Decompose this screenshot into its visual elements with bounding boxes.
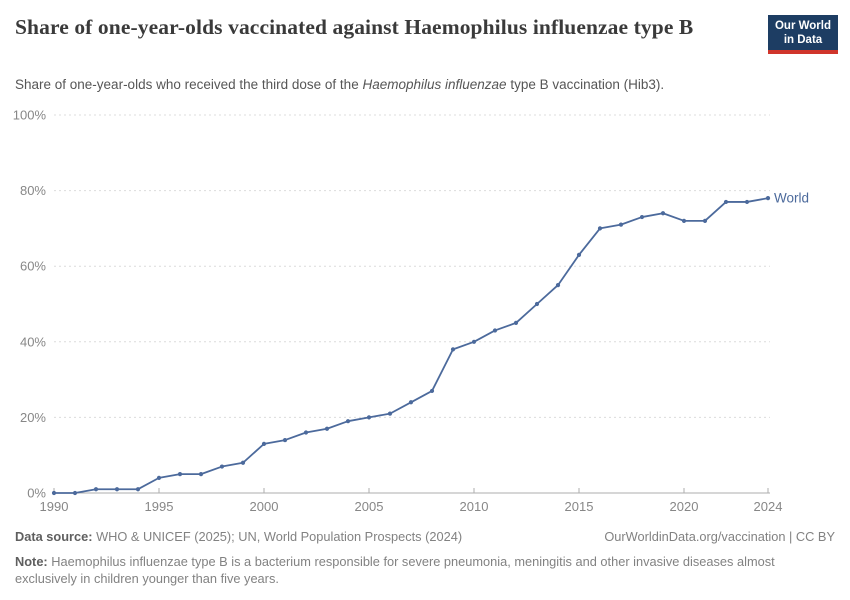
data-point (492, 328, 498, 333)
data-point (702, 218, 708, 223)
data-point (240, 460, 246, 465)
data-source-text: WHO & UNICEF (2025); UN, World Populatio… (92, 529, 463, 544)
data-point (345, 419, 351, 424)
data-point (114, 487, 120, 492)
data-point (93, 487, 99, 492)
x-tick-label: 2010 (460, 499, 489, 514)
x-tick-label: 1995 (145, 499, 174, 514)
subtitle-text-end: type B vaccination (Hib3). (506, 77, 665, 92)
owid-logo-stripe (768, 50, 838, 54)
data-point (681, 218, 687, 223)
data-point (429, 388, 435, 394)
source-row: Data source: WHO & UNICEF (2025); UN, Wo… (15, 529, 835, 544)
data-point (744, 199, 750, 205)
owid-logo-line2: in Data (783, 34, 823, 46)
world-series-line (53, 197, 769, 494)
note-row: Note: Haemophilus influenzae type B is a… (15, 553, 810, 587)
x-tick-label: 2015 (565, 499, 594, 514)
series-label-world: World (774, 191, 809, 206)
subtitle-text: Share of one-year-olds who received the … (15, 77, 363, 92)
y-tick-label: 0% (27, 486, 46, 501)
owid-logo[interactable]: Our World in Data (768, 15, 838, 54)
data-point (471, 339, 477, 344)
y-tick-label: 20% (20, 410, 46, 425)
y-tick-label: 60% (20, 259, 46, 274)
data-point (660, 211, 666, 216)
subtitle-latin-name: Haemophilus influenzae (362, 77, 507, 92)
data-point (408, 400, 414, 405)
line-chart: 0% 20% 40% 60% 80% 100% 1990 1995 2000 2005 2010 20… (13, 108, 809, 515)
x-tick-label: 2020 (670, 499, 699, 514)
data-point (156, 475, 162, 480)
data-point (261, 441, 267, 446)
x-tick-label: 2005 (355, 499, 384, 514)
chart-footer: Data source: WHO & UNICEF (2025); UN, Wo… (15, 529, 835, 587)
data-point (513, 320, 519, 325)
owid-logo-box: Our World in Data (768, 15, 838, 50)
data-point (387, 411, 393, 416)
owid-link[interactable]: OurWorldinData.org/vaccination | CC BY (604, 529, 835, 544)
note-text: Haemophilus influenzae type B is a bacte… (15, 554, 775, 586)
data-point (72, 490, 78, 496)
data-point (177, 472, 183, 477)
x-tick-label: 1990 (40, 499, 69, 514)
y-tick-label: 80% (20, 183, 46, 198)
page-title: Share of one-year-olds vaccinated agains… (15, 15, 694, 39)
data-point (282, 437, 288, 443)
data-point (723, 199, 729, 205)
x-tick-label: 2024 (754, 499, 783, 514)
y-tick-label: 40% (20, 334, 46, 349)
data-point (303, 430, 309, 435)
data-source-label: Data source: (15, 529, 93, 544)
data-point (51, 490, 57, 496)
owid-logo-line1: Our World (774, 20, 831, 32)
data-point (576, 252, 582, 257)
data-point (765, 196, 771, 201)
y-tick-label: 100% (13, 108, 47, 123)
data-point (135, 487, 141, 492)
data-point (618, 222, 624, 227)
data-point (366, 415, 372, 420)
data-point (555, 283, 561, 288)
data-point (219, 464, 225, 469)
data-point (597, 226, 603, 231)
note-label: Note: (15, 554, 48, 569)
data-point (198, 472, 204, 477)
data-point (324, 426, 330, 431)
data-point (450, 347, 456, 352)
x-tick-label: 2000 (250, 499, 279, 514)
data-point (534, 301, 540, 307)
chart-subtitle: Share of one-year-olds who received the … (15, 77, 815, 92)
data-point (639, 214, 645, 220)
data-source: Data source: WHO & UNICEF (2025); UN, Wo… (15, 529, 462, 544)
